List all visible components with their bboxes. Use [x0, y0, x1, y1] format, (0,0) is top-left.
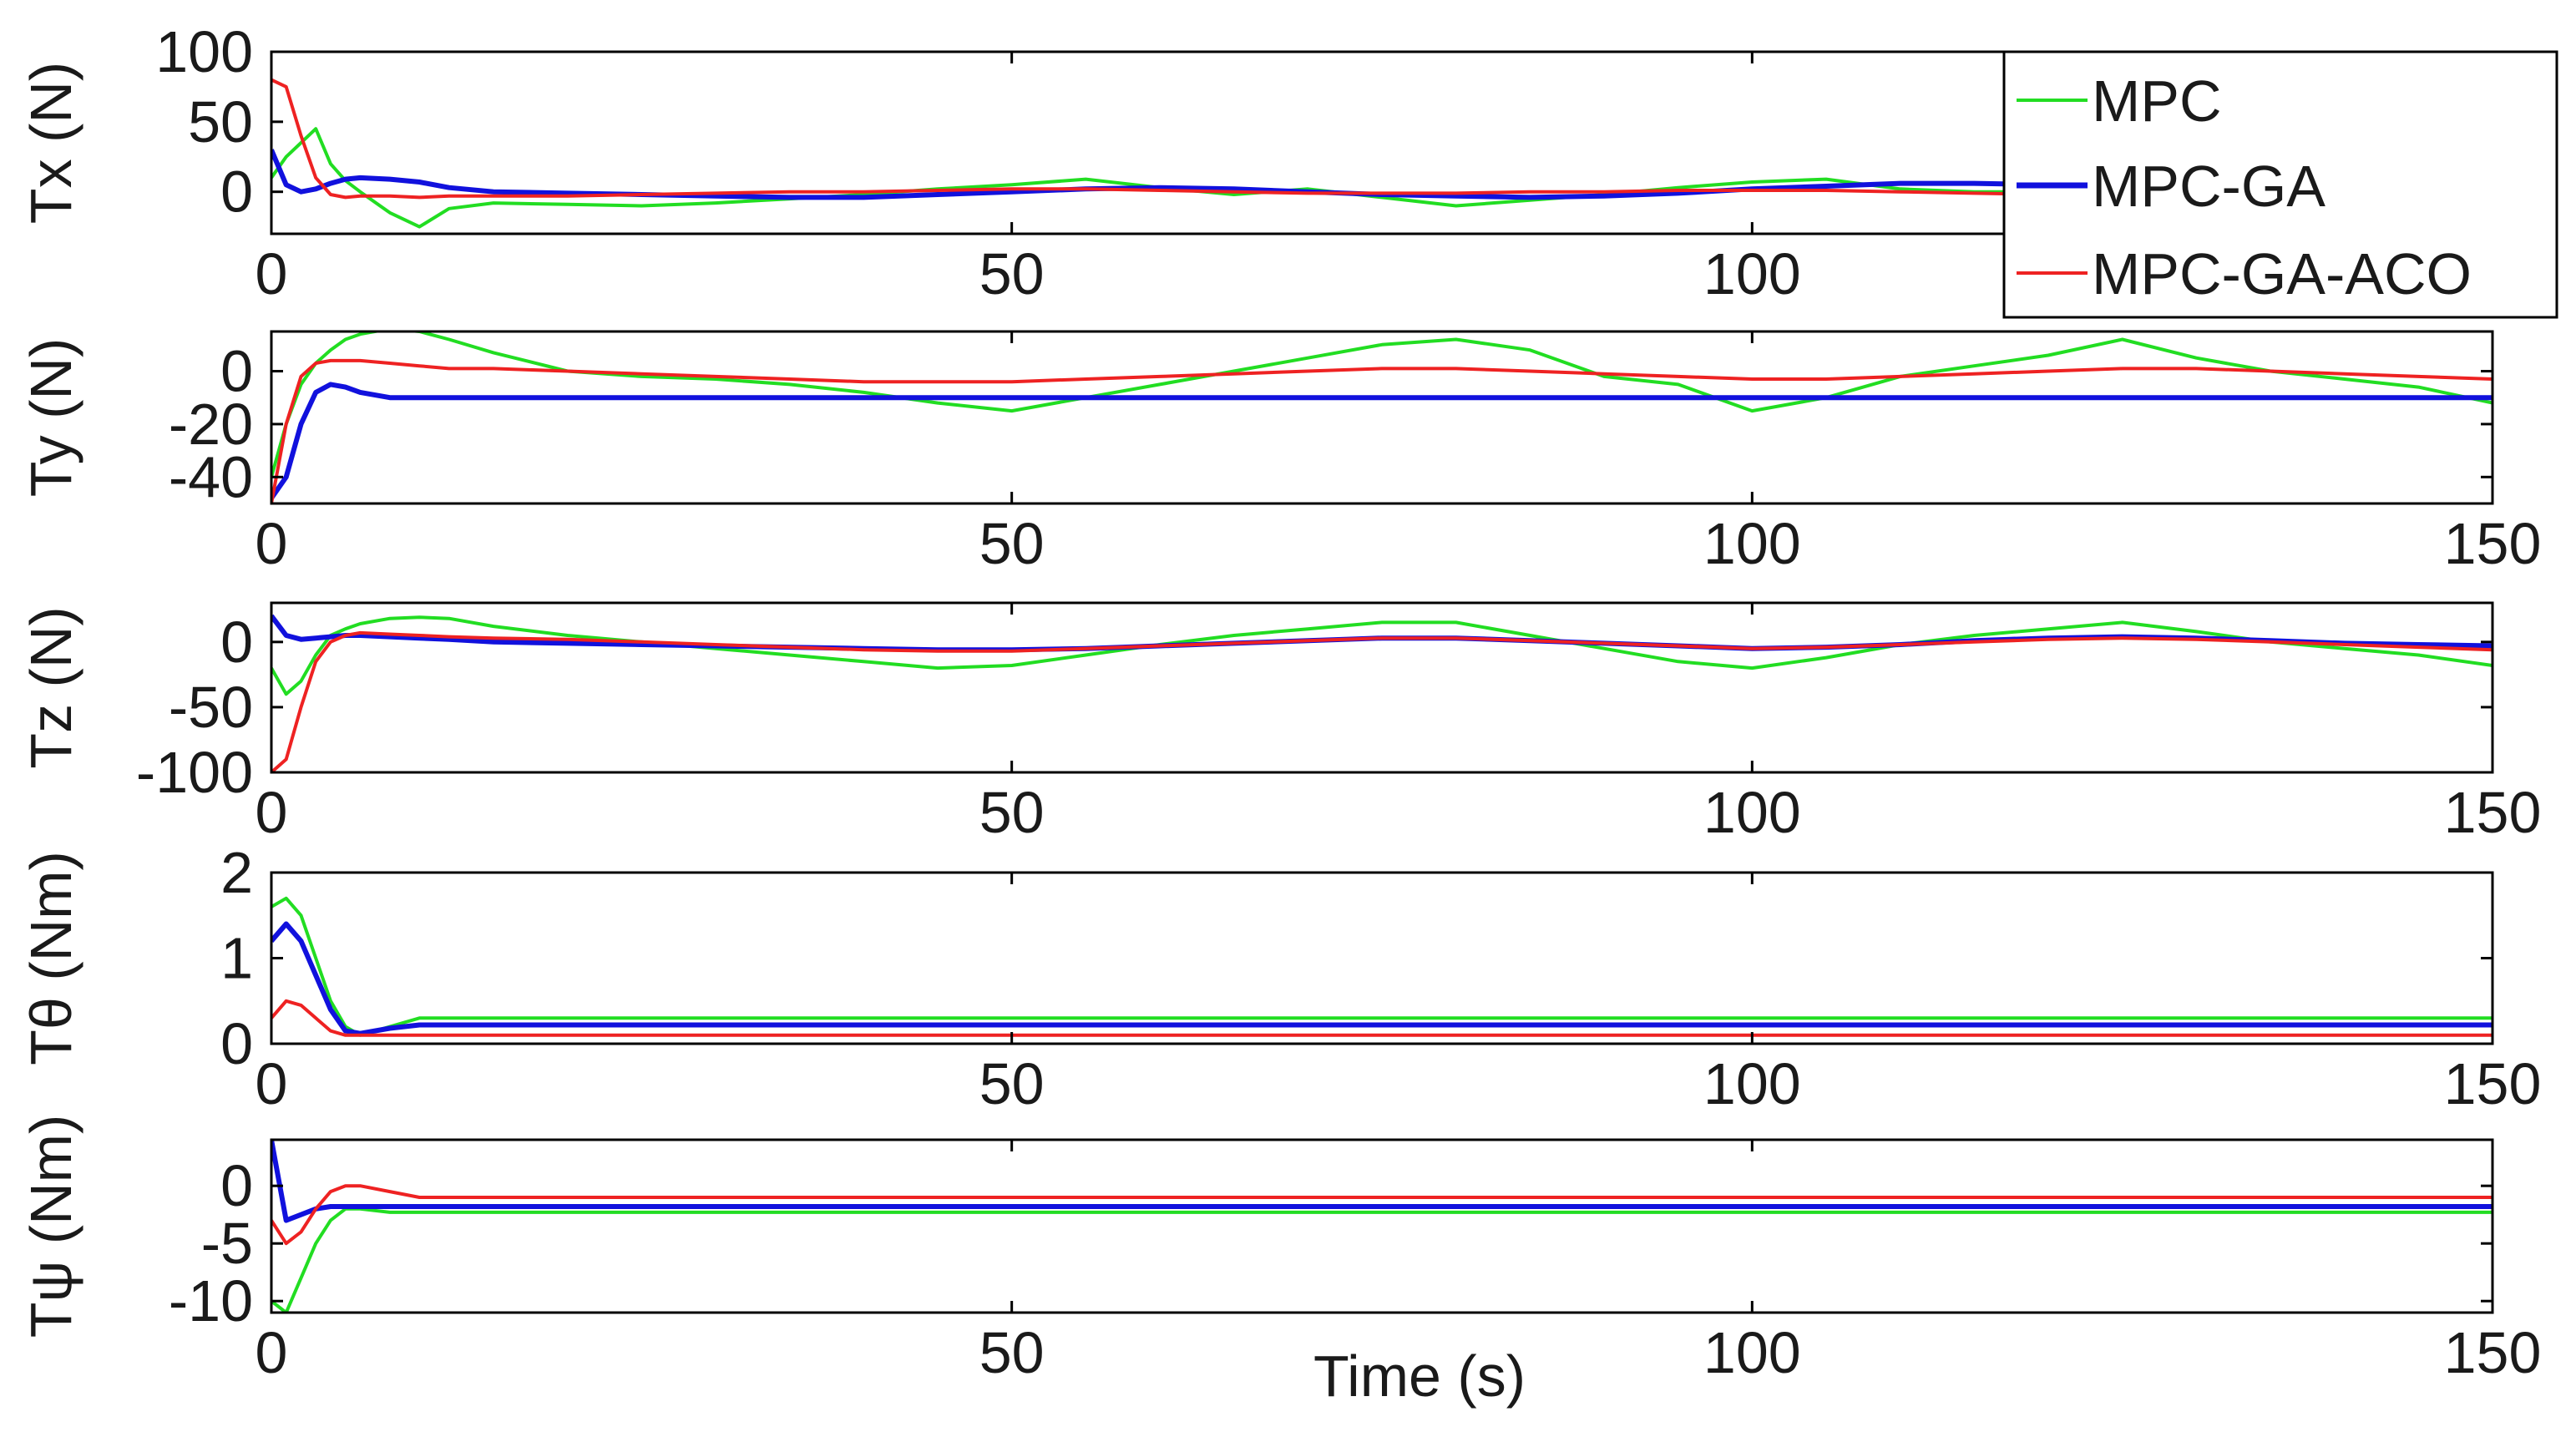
y-tick-label-tz-2: -100	[136, 740, 253, 805]
x-tick-label-ttheta-1: 50	[979, 1051, 1045, 1116]
y-tick-label-ttheta-1: 1	[220, 926, 253, 991]
y-axis-label-ttheta: Tθ (Nm)	[18, 851, 84, 1065]
panel-tz: 0 50 100 150 0-50-100 Tz (N)	[18, 601, 2542, 845]
y-tick-label-tz-0: 0	[220, 610, 253, 675]
series-line-ty-mpc-ga-aco	[271, 358, 2492, 503]
x-tick-label-ty-1: 50	[979, 511, 1045, 576]
y-tick-label-tx-2: 100	[155, 19, 253, 84]
x-tick-label-tx-0: 0	[256, 241, 288, 306]
x-tick-label-tz-2: 100	[1703, 780, 1801, 845]
y-tick-label-tz-1: -50	[169, 675, 253, 740]
panel-ttheta-background	[271, 873, 2492, 1044]
panel-ty-series	[271, 331, 2492, 503]
x-tick-label-tpsi-0: 0	[256, 1320, 288, 1385]
x-tick-label-tpsi-2: 100	[1703, 1320, 1801, 1385]
series-line-tpsi-mpc	[271, 1207, 2492, 1313]
y-tick-label-ttheta-2: 2	[220, 840, 253, 905]
legend: MPC MPC-GA MPC-GA-ACO	[2002, 50, 2558, 319]
x-tick-label-ttheta-0: 0	[256, 1051, 288, 1116]
x-tick-label-ty-2: 100	[1703, 511, 1801, 576]
y-tick-label-tx-0: 0	[220, 159, 253, 225]
y-tick-label-tpsi-2: -10	[169, 1268, 253, 1333]
panel-tpsi: 0 50 100 150 0-5-10 Tψ (Nm)	[18, 1115, 2541, 1385]
x-tick-label-ttheta-3: 150	[2444, 1051, 2542, 1116]
y-tick-label-tpsi-1: -5	[201, 1211, 253, 1276]
panel-tpsi-series	[271, 1140, 2492, 1313]
y-tick-label-tpsi-0: 0	[220, 1153, 253, 1218]
x-tick-label-tpsi-3: 150	[2444, 1320, 2542, 1385]
panel-tz-series	[271, 614, 2492, 772]
x-tick-label-tz-0: 0	[256, 780, 288, 845]
series-line-tz-mpc	[271, 615, 2492, 696]
y-tick-label-ty-0: 0	[220, 339, 253, 404]
series-line-ttheta-mpc-ga-aco	[271, 999, 2492, 1037]
x-tick-label-ty-0: 0	[256, 511, 288, 576]
panel-ty-frame	[270, 330, 2494, 505]
panel-tpsi-frame	[270, 1138, 2494, 1314]
x-tick-label-tx-1: 50	[979, 241, 1045, 306]
panel-ty-background	[271, 331, 2492, 503]
x-tick-label-ttheta-2: 100	[1703, 1051, 1801, 1116]
y-axis-label-ty: Ty (N)	[18, 338, 84, 498]
y-tick-label-ty-1: -20	[169, 392, 253, 457]
series-line-ty-mpc	[271, 331, 2492, 478]
legend-label-mpc-ga-aco: MPC-GA-ACO	[2092, 241, 2472, 306]
x-tick-label-tpsi-1: 50	[979, 1320, 1045, 1385]
panel-ty: 0 50 100 150 0-20-40 Ty (N)	[18, 330, 2542, 576]
y-tick-label-tx-1: 50	[188, 89, 253, 154]
legend-label-mpc: MPC	[2092, 68, 2222, 134]
x-axis-label: Time (s)	[1313, 1343, 1526, 1409]
series-line-ttheta-mpc-ga	[271, 921, 2492, 1036]
series-line-tz-mpc-ga-aco	[271, 630, 2492, 772]
x-tick-label-tz-1: 50	[979, 780, 1045, 845]
y-tick-label-ty-2: -40	[169, 444, 253, 509]
legend-label-mpc-ga: MPC-GA	[2092, 154, 2325, 219]
panel-tpsi-background	[271, 1140, 2492, 1313]
series-line-tpsi-mpc-ga	[271, 1140, 2492, 1223]
x-tick-label-tz-3: 150	[2444, 780, 2542, 845]
series-line-tpsi-mpc-ga-aco	[271, 1184, 2492, 1246]
x-tick-label-ty-3: 150	[2444, 511, 2542, 576]
legend-box	[2002, 50, 2558, 319]
series-line-ty-mpc-ga	[271, 382, 2492, 500]
y-axis-label-tpsi: Tψ (Nm)	[18, 1115, 84, 1338]
x-tick-label-tx-2: 100	[1703, 241, 1801, 306]
panel-tz-frame	[270, 601, 2494, 774]
y-tick-label-ttheta-0: 0	[220, 1011, 253, 1076]
panel-ttheta-series	[271, 896, 2492, 1037]
y-axis-label-tz: Tz (N)	[18, 606, 84, 768]
y-axis-label-tx: Tx (N)	[18, 62, 84, 224]
panel-tz-background	[271, 603, 2492, 772]
